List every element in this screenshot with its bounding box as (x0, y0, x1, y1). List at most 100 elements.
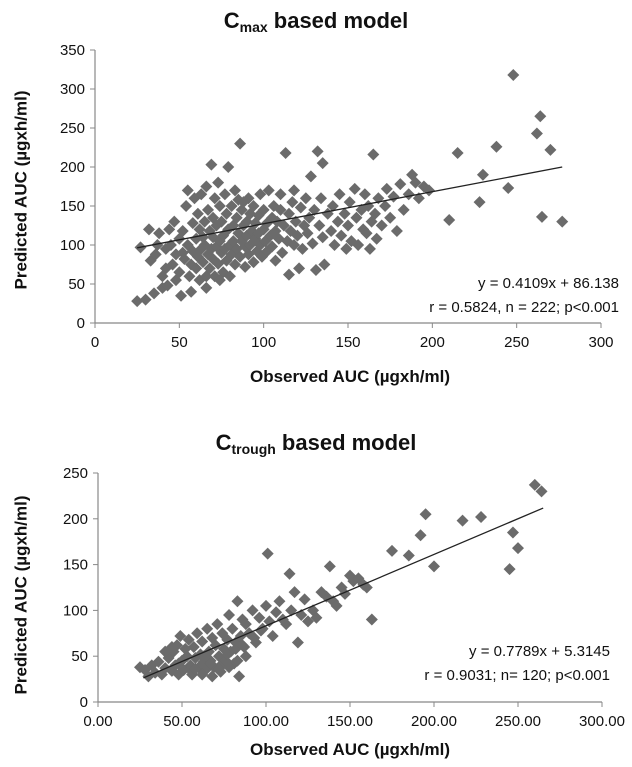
data-point (375, 219, 388, 232)
data-point (165, 641, 178, 654)
data-point (367, 148, 380, 161)
y-tick-label: 50 (71, 648, 88, 665)
x-tick-label: 150.00 (327, 713, 373, 730)
x-tick-label: 250 (504, 334, 529, 351)
data-point (220, 207, 233, 220)
data-point (200, 180, 213, 193)
data-point (330, 599, 343, 612)
data-point (212, 663, 225, 676)
data-point (255, 250, 268, 263)
x-axis-label: Observed AUC (µgxh/ml) (250, 367, 450, 386)
data-point (288, 184, 301, 197)
data-point (338, 207, 351, 220)
data-point (283, 567, 296, 580)
scatter-plot: 0 50 100 150 200 250 300 350 0 50 100 150 200 250 300 (60, 42, 614, 351)
data-point (288, 239, 301, 251)
data-point (153, 227, 166, 240)
data-point (296, 242, 309, 255)
data-point (443, 214, 456, 227)
scatter-plot: 0 50 100 150 200 250 0.00 50.00 100.00 150.00 200.… (63, 465, 625, 730)
data-point (223, 608, 236, 621)
data-point (239, 260, 252, 273)
data-point (209, 639, 222, 652)
data-point (313, 219, 326, 232)
data-point (379, 200, 392, 212)
data-point (181, 650, 194, 663)
data-point (202, 203, 215, 216)
data-point (235, 203, 248, 216)
x-tick-label: 200 (420, 334, 445, 351)
data-point (280, 618, 293, 631)
data-point (293, 262, 306, 275)
data-point (218, 642, 230, 655)
y-tick-label: 250 (60, 120, 85, 137)
data-point (185, 285, 198, 298)
data-point (201, 622, 214, 635)
data-point (476, 168, 489, 181)
data-point (233, 670, 246, 683)
data-point (535, 210, 548, 223)
data-point (279, 146, 292, 159)
data-point (350, 211, 363, 224)
data-point (131, 295, 144, 308)
trendline (137, 166, 563, 249)
data-point (196, 635, 209, 648)
data-point (254, 624, 267, 637)
data-point (308, 203, 321, 216)
y-tick-label: 150 (60, 198, 85, 215)
data-point (262, 184, 275, 197)
data-point (390, 224, 403, 237)
data-point (309, 263, 322, 276)
data-point (335, 229, 348, 242)
regression-equation: y = 0.7789x + 5.3145 (469, 643, 610, 660)
data-point (315, 192, 328, 205)
data-point (343, 196, 356, 209)
data-point (282, 268, 295, 281)
data-point (368, 207, 381, 220)
data-point (274, 203, 287, 216)
data-point (260, 599, 272, 612)
data-point (208, 192, 221, 205)
y-tick-label: 150 (63, 557, 88, 574)
data-point (174, 630, 187, 643)
data-point (211, 618, 224, 631)
data-point (342, 219, 354, 232)
y-tick-label: 100 (63, 602, 88, 619)
x-tick-label: 50.00 (163, 713, 201, 730)
data-point (234, 137, 247, 150)
data-point (270, 606, 283, 619)
data-point (348, 182, 361, 195)
y-tick-label: 350 (60, 42, 85, 59)
data-point (428, 560, 440, 573)
data-point (187, 641, 200, 654)
data-point (176, 224, 189, 237)
data-point (503, 563, 516, 576)
data-point (394, 178, 407, 191)
chart-title: Cmax based model (223, 8, 409, 35)
data-point (173, 266, 186, 279)
data-point (328, 239, 341, 251)
data-point (263, 615, 276, 628)
x-tick-label: 100.00 (243, 713, 289, 730)
regression-stats: r = 0.5824, n = 222; p<0.001 (429, 299, 619, 316)
data-point (299, 192, 312, 205)
data-point (223, 661, 236, 674)
data-point (310, 611, 323, 624)
data-point (302, 615, 314, 628)
data-point (512, 542, 524, 555)
data-point (352, 239, 365, 251)
data-point (226, 622, 239, 635)
data-point (304, 170, 317, 183)
x-tick-label: 100 (251, 334, 276, 351)
chart-panel-cmax: Cmax based model Predicted AUC (µgxh/ml)… (12, 8, 619, 386)
x-tick-label: 250.00 (495, 713, 541, 730)
data-point (528, 478, 541, 491)
x-tick-label: 0.00 (83, 713, 112, 730)
x-tick-label: 300.00 (579, 713, 625, 730)
data-point (152, 655, 165, 668)
data-point (191, 207, 204, 220)
data-point (218, 188, 231, 201)
x-tick-label: 0 (91, 334, 99, 351)
data-point (236, 639, 249, 652)
data-point (502, 182, 515, 195)
